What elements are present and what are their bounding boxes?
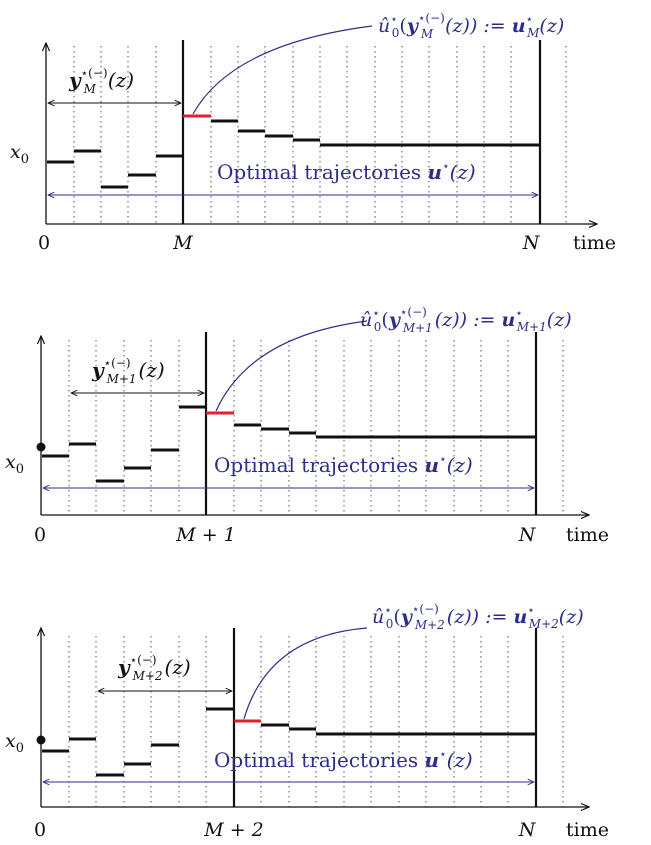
annotation-curve xyxy=(215,320,368,412)
origin-label: 0 xyxy=(38,232,50,254)
origin-label: 0 xyxy=(34,524,46,546)
trajectory-label: Optimal trajectories u⋆(z) xyxy=(214,747,473,772)
time-grid xyxy=(73,46,567,224)
annotation-equation: û⋆ 0(y⋆(−) M+1 (z)) := u⋆ M+1(z) xyxy=(360,305,572,335)
past-window-label: y⋆(−) M+2 (z) xyxy=(117,653,191,683)
past-window-label: y⋆(−) M+1 (z) xyxy=(91,356,165,386)
annotation-curve xyxy=(243,627,368,720)
x0-label: x0 xyxy=(5,730,24,756)
trajectory-label: Optimal trajectories u⋆(z) xyxy=(217,159,476,184)
optimal-trajectory xyxy=(261,723,536,736)
time-label: time xyxy=(573,232,616,254)
x0-label: x0 xyxy=(10,141,29,167)
m-label: M xyxy=(172,232,193,254)
time-grid xyxy=(68,636,564,807)
n-label: N xyxy=(522,232,541,254)
m-label: M + 2 xyxy=(203,819,264,841)
time-label: time xyxy=(566,524,609,546)
origin-label: 0 xyxy=(34,819,46,841)
initial-state-dot xyxy=(36,735,46,745)
trajectory-label: Optimal trajectories u⋆(z) xyxy=(214,452,473,477)
past-input-sequence xyxy=(42,707,234,777)
n-label: N xyxy=(518,524,537,546)
past-window-label: y⋆(−) M (z) xyxy=(68,66,134,96)
optimal-trajectory xyxy=(211,119,540,147)
initial-state-dot xyxy=(36,442,46,452)
m-label: M + 1 xyxy=(175,524,236,546)
optimal-trajectory xyxy=(234,423,536,439)
time-label: time xyxy=(566,819,609,841)
annotation-curve xyxy=(192,25,373,115)
annotation-equation: û⋆ 0(y⋆(−) M (z)) := u⋆ M(z) xyxy=(378,11,564,41)
panel-1: x0 y⋆(−) M (z) Optimal trajectories u⋆(z) … xyxy=(10,11,616,254)
x0-label: x0 xyxy=(5,451,24,477)
past-input-sequence xyxy=(47,149,183,189)
annotation-equation: û⋆ 0(y⋆(−) M+2 (z)) := u⋆ M+2(z) xyxy=(372,602,584,632)
n-label: N xyxy=(518,819,537,841)
panel-3: x0 y⋆(−) M+2 (z) Optimal trajectories u⋆(z… xyxy=(5,602,609,841)
panel-2: x0 y⋆(−) M+1 (z) Optimal trajectories u⋆(z… xyxy=(5,305,609,546)
past-input-sequence xyxy=(42,405,206,483)
